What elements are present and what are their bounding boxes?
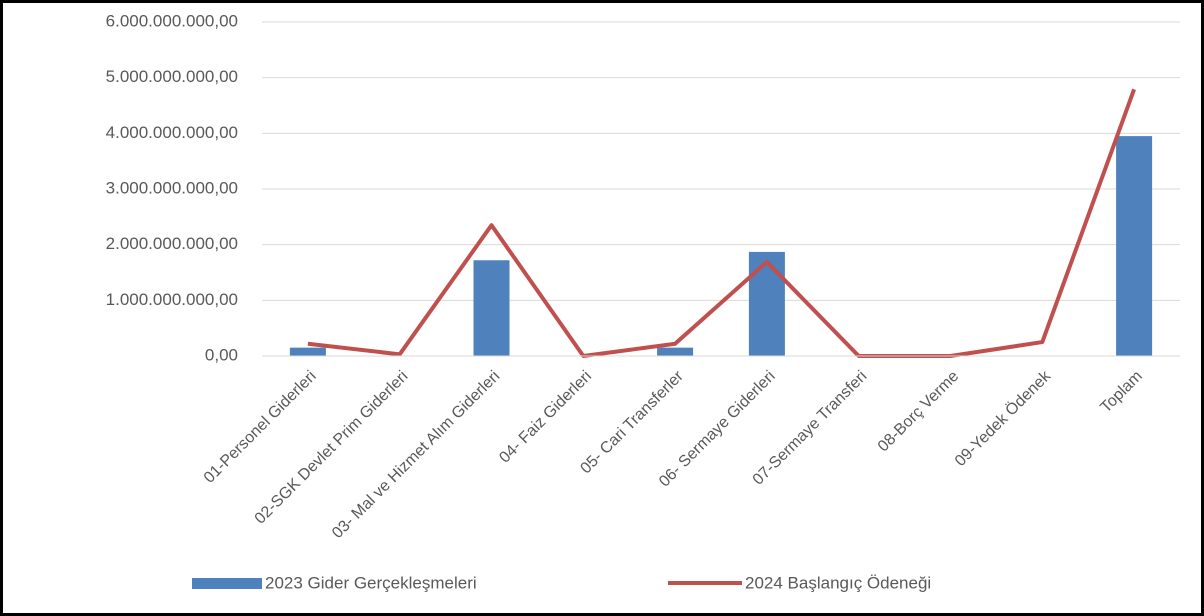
y-tick-label: 6.000.000.000,00 <box>106 11 238 30</box>
y-tick-label: 0,00 <box>205 345 238 364</box>
y-tick-label: 1.000.000.000,00 <box>106 290 238 309</box>
bar <box>748 251 785 356</box>
bar <box>1116 136 1153 356</box>
line <box>307 88 1136 358</box>
legend-label: 2023 Gider Gerçekleşmeleri <box>265 573 477 592</box>
bar <box>657 347 694 356</box>
y-tick-label: 5.000.000.000,00 <box>106 67 238 86</box>
bar <box>473 260 510 356</box>
y-tick-label: 3.000.000.000,00 <box>106 178 238 197</box>
y-tick-label: 4.000.000.000,00 <box>106 123 238 142</box>
y-tick-label: 2.000.000.000,00 <box>106 234 238 253</box>
legend-label: 2024 Başlangıç Ödeneği <box>745 573 931 592</box>
bar <box>289 347 326 356</box>
legend-swatch <box>192 578 262 589</box>
